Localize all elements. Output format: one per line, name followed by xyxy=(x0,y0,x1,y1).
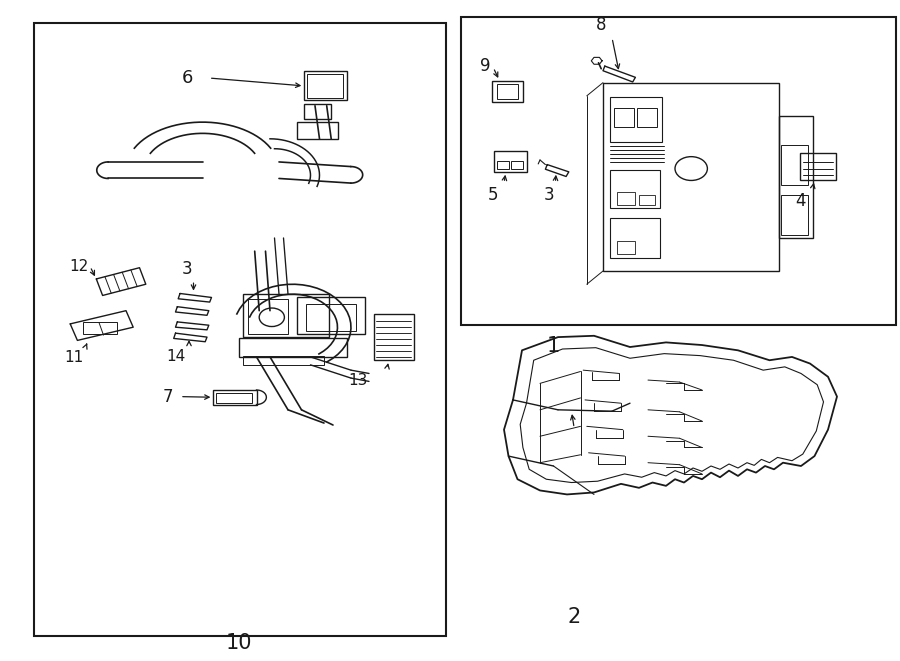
Bar xyxy=(637,108,657,127)
Text: 8: 8 xyxy=(596,17,607,34)
Text: 7: 7 xyxy=(162,387,173,406)
Bar xyxy=(639,195,655,205)
Bar xyxy=(216,393,252,403)
Bar xyxy=(297,297,364,334)
Text: 5: 5 xyxy=(488,186,499,204)
Bar xyxy=(304,104,331,119)
Bar xyxy=(494,151,526,172)
Text: 3: 3 xyxy=(544,186,554,204)
Bar xyxy=(297,122,338,139)
Bar xyxy=(610,170,660,208)
Bar xyxy=(304,71,347,100)
Text: 11: 11 xyxy=(64,350,84,366)
Text: 10: 10 xyxy=(225,633,252,653)
Bar xyxy=(83,322,117,334)
Bar xyxy=(614,108,634,127)
Bar xyxy=(511,161,523,169)
Text: 14: 14 xyxy=(166,349,185,364)
Bar xyxy=(238,338,346,357)
Text: 3: 3 xyxy=(182,260,193,278)
Bar xyxy=(34,23,446,636)
Bar xyxy=(374,314,414,360)
Bar xyxy=(781,195,808,235)
Bar xyxy=(610,218,660,258)
Text: 9: 9 xyxy=(480,57,491,75)
Bar xyxy=(497,161,508,169)
Bar xyxy=(213,390,256,405)
Bar xyxy=(610,97,662,142)
Bar xyxy=(492,81,523,102)
Bar xyxy=(306,304,356,330)
Bar xyxy=(781,145,808,185)
Bar xyxy=(497,84,518,99)
Bar xyxy=(800,153,836,180)
Bar xyxy=(778,116,813,238)
Text: 4: 4 xyxy=(796,192,806,210)
Text: 1: 1 xyxy=(547,336,560,356)
Bar xyxy=(307,74,343,98)
Bar xyxy=(603,83,778,271)
Bar xyxy=(243,294,328,337)
Bar xyxy=(243,356,324,365)
Text: 13: 13 xyxy=(348,373,368,389)
Bar xyxy=(616,192,634,205)
Bar xyxy=(616,241,634,254)
Text: 12: 12 xyxy=(69,259,88,274)
Text: 2: 2 xyxy=(568,607,580,627)
Bar xyxy=(248,299,288,334)
Bar xyxy=(461,17,896,325)
Text: 6: 6 xyxy=(182,69,194,87)
